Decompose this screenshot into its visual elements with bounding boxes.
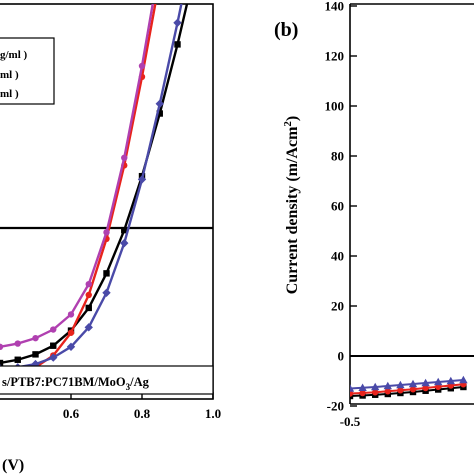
panel-a-series-4-point [84, 323, 93, 332]
panel-b-series-2-point [350, 390, 354, 397]
panel-b-series-3-point [421, 378, 430, 387]
panel-a-chart: 0.6 0.8 1.0 g/ml ) ml ) ml ) s/PTB7:PC71BM… [0, 3, 221, 474]
panel-b-series-3-line [350, 379, 464, 390]
panel-a-series-1-point [156, 110, 163, 117]
panel-a-series-4-point [66, 342, 76, 351]
panel-a-series-4-point [155, 99, 164, 108]
panel-b-series-2-point [397, 387, 404, 394]
panel-b-y-axis-title: Current density (m/Acm2) [282, 116, 301, 295]
panel-b-series-2-point [409, 386, 417, 393]
panel-a-x-axis-title: (V) [2, 457, 24, 474]
panel-a-series-3-point [121, 154, 128, 161]
panel-b-series-2-point [359, 389, 366, 397]
panel-a-legend-box [0, 37, 55, 105]
panel-b-series-group [350, 375, 468, 400]
panel-a-series-1-point [85, 304, 92, 312]
panel-b-series-3-point [396, 380, 405, 389]
panel-a-series-4-point [137, 175, 147, 184]
panel-b-series-3-point [350, 384, 355, 392]
panel-a-series-4-point [102, 288, 111, 297]
panel-a-series-3-point [138, 62, 146, 70]
panel-b-x-tick-label: -0.5 [340, 414, 361, 429]
panel-a-series-3-point [0, 343, 4, 350]
panel-a-frame [0, 3, 214, 400]
device-structure-label: s/PTB7:PC71BM/MoO3/Ag [2, 375, 150, 392]
legend-entry-2: ml ) [0, 69, 19, 81]
panel-a-series-3-point [14, 340, 21, 347]
panel-b-y-tick-label: 0 [338, 349, 345, 364]
panel-a-series-1-point [0, 359, 4, 367]
panel-b-series-1-line [350, 386, 464, 397]
panel-b-y-tick-label: 80 [331, 149, 344, 164]
legend-entry-1: g/ml ) [0, 49, 28, 61]
panel-a-series-2-point [67, 329, 75, 336]
panel-b-series-2-point [384, 388, 391, 395]
panel-b-series-3-point [408, 379, 418, 388]
panel-b-ticks-group: -20 0 20 40 60 80 100 120 140 -0.5 [325, 0, 361, 429]
panel-a-series-3-point [50, 326, 57, 333]
panel-a-series-4-point [120, 238, 129, 248]
panel-b-series-2-point [422, 384, 429, 392]
panel-a-series-1-point [103, 270, 110, 277]
panel-a-series-1-point [121, 226, 128, 234]
panel-a-ticks-group: 0.6 0.8 1.0 [63, 392, 221, 421]
panel-b-series-2-point [372, 389, 379, 396]
device-structure-box [0, 365, 214, 395]
panel-b-y-tick-label: -20 [327, 399, 344, 414]
panel-a-series-4-point [173, 18, 182, 27]
panel-b-label: (b) [274, 19, 298, 41]
panel-a-x-tick-label: 0.8 [134, 406, 151, 421]
panel-b-y-tick-label: 140 [325, 0, 345, 14]
panel-a-x-tick-label: 1.0 [205, 406, 221, 421]
panel-b-y-tick-label: 40 [331, 249, 344, 264]
panel-a-series-3-point [67, 311, 75, 318]
panel-b-y-tick-label: 100 [325, 99, 345, 114]
panel-a-series-3-point [85, 280, 92, 288]
panel-b-y-tick-label: 60 [331, 199, 344, 214]
panel-a-series-1-point [32, 351, 39, 358]
panel-b-series-3-point [459, 375, 468, 384]
panel-b-series-3-point [383, 381, 392, 390]
panel-b-y-tick-label: 20 [331, 299, 344, 314]
panel-a-series-1-point [50, 342, 57, 349]
panel-b-y-tick-label: 120 [325, 49, 345, 64]
panel-b-chart: (b) -20 0 20 40 60 80 100 120 140 -0.5 Current de… [274, 0, 474, 429]
panel-b-series-3-point [371, 382, 380, 391]
panel-a-series-3-point [32, 334, 39, 342]
panel-a-series-4-point [49, 353, 58, 362]
panel-a-series-2-point [85, 291, 92, 299]
panel-a-series-3-point [103, 229, 110, 236]
panel-a-series-1-point [14, 356, 21, 363]
legend-entry-3: ml ) [0, 88, 19, 100]
panel-b-series-3-point [434, 377, 443, 386]
panel-b-series-2-line [350, 383, 464, 395]
panel-b-series-3-point [358, 383, 367, 391]
panel-a-series-1-point [174, 41, 181, 48]
panel-b-series-3-point [446, 376, 455, 385]
panel-a-x-tick-label: 0.6 [63, 406, 80, 421]
